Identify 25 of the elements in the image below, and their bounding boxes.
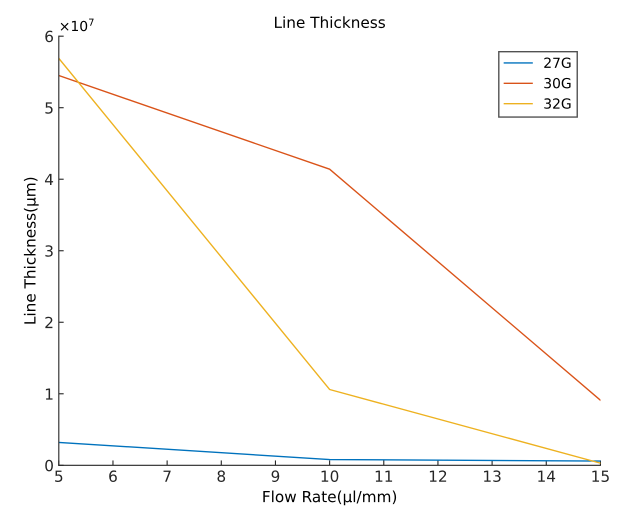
x-tick-label: 7 [164,470,171,482]
legend-label: 30G [544,78,571,88]
x-axis-title: Flow Rate(μl/mm) [263,490,396,506]
x-tick-label: 15 [592,470,609,482]
y-tick-label: 0 [45,460,53,472]
x-tick-label: 12 [430,470,446,482]
y-tick-label: 1 [46,388,53,400]
y-axis-title: Line Thickness(μm) [24,178,39,324]
y-tick-label: 6 [45,30,53,42]
text: ×10$^{7}$ [60,18,94,32]
x-tick-label: 6 [109,470,117,482]
x-tick-label: 5 [55,470,62,482]
x-tick-label: 14 [538,470,556,482]
y-tick-label: 5 [45,102,53,114]
chart-title: Line Thickness [275,16,385,28]
x-tick-label: 10 [322,470,338,482]
x-tick-label: 13 [484,470,501,482]
x-tick-label: 9 [272,470,280,482]
y-tick-label: 3 [45,245,53,257]
y-tick-label: 4 [44,174,54,186]
legend-label: 32G [544,98,571,109]
x-tick-label: 8 [217,470,226,482]
y-tick-label: 2 [45,316,52,328]
x-tick-label: 11 [376,470,392,482]
legend-label: 27G [544,58,571,68]
